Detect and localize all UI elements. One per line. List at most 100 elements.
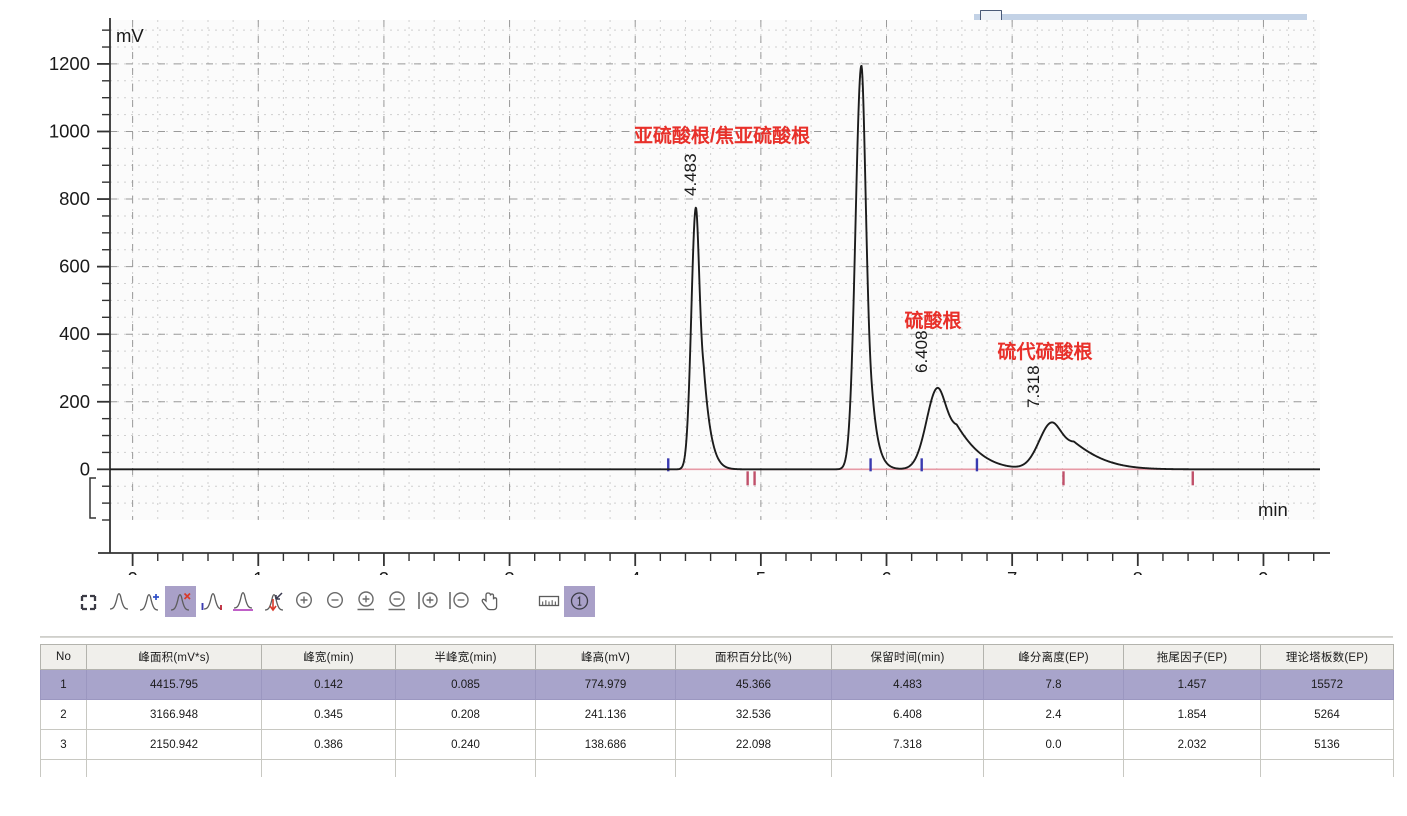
table-cell[interactable]: 7.8 xyxy=(983,669,1124,700)
magnifier-minus-bar-icon xyxy=(448,590,472,612)
table-cell[interactable]: 5136 xyxy=(1260,729,1394,760)
table-cell[interactable]: 241.136 xyxy=(535,699,676,730)
table-column-header[interactable]: 峰宽(min) xyxy=(261,644,396,670)
table-cell[interactable]: 774.979 xyxy=(535,669,676,700)
toolbar-button-zoom-out[interactable] xyxy=(320,586,351,617)
toolbar-button-zoom-out-y[interactable] xyxy=(444,586,475,617)
table-header-row: No 峰面积(mV*s) 峰宽(min) 半峰宽(min) 峰高(mV) 面积百分比(%)… xyxy=(40,644,1394,670)
grid-minor xyxy=(110,20,1320,520)
magnifier-minus-underline-icon xyxy=(386,590,410,612)
toolbar-button-peak-baseline[interactable] xyxy=(227,586,258,617)
toolbar-button-select-region[interactable] xyxy=(72,586,103,617)
peak-arrow-icon xyxy=(262,590,286,612)
toolbar-button-peak-split[interactable] xyxy=(196,586,227,617)
peak-results-table[interactable]: No 峰面积(mV*s) 峰宽(min) 半峰宽(min) 峰高(mV) 面积百分比(%)… xyxy=(40,644,1394,777)
table-column-header[interactable]: 峰高(mV) xyxy=(535,644,676,670)
table-cell[interactable]: 0.240 xyxy=(395,729,536,760)
svg-text:1000: 1000 xyxy=(49,120,90,141)
table-column-header[interactable]: 半峰宽(min) xyxy=(395,644,536,670)
chromatogram-svg[interactable]: 0 200 400 600 800 1000 1200 0 1 2 3 4 5 6 7 8 9 亚硫酸根/焦亚硫… xyxy=(0,0,1407,575)
table-column-header[interactable]: 拖尾因子(EP) xyxy=(1123,644,1261,670)
table-cell-empty xyxy=(1260,759,1394,777)
scrollbar-thumb[interactable] xyxy=(980,10,1002,22)
svg-text:0: 0 xyxy=(80,458,90,479)
peak-name-annotation: 硫代硫酸根 xyxy=(997,340,1092,363)
table-empty-row xyxy=(40,759,1394,777)
table-cell[interactable]: 0.085 xyxy=(395,669,536,700)
svg-text:1200: 1200 xyxy=(49,53,90,74)
table-cell[interactable]: 0.142 xyxy=(261,669,396,700)
svg-text:200: 200 xyxy=(59,391,90,412)
svg-text:5: 5 xyxy=(756,568,766,575)
table-column-header[interactable]: 理论塔板数(EP) xyxy=(1260,644,1394,670)
toolbar-button-pan-hand[interactable] xyxy=(475,586,506,617)
table-cell-empty xyxy=(261,759,396,777)
peak-retention-time-annotation: 4.483 xyxy=(681,153,700,196)
svg-text:0: 0 xyxy=(127,568,137,575)
peak-retention-time-annotation: 6.408 xyxy=(912,330,931,373)
chromatogram-plot[interactable]: 0 200 400 600 800 1000 1200 0 1 2 3 4 5 6 7 8 9 亚硫酸根/焦亚硫… xyxy=(0,0,1407,575)
table-column-header[interactable]: No xyxy=(40,644,87,670)
table-column-header[interactable]: 峰面积(mV*s) xyxy=(86,644,262,670)
toolbar-button-peak-arrow-edit[interactable] xyxy=(258,586,289,617)
circled-one-icon xyxy=(568,590,592,612)
table-cell[interactable]: 32.536 xyxy=(675,699,832,730)
chromatogram-toolbar[interactable] xyxy=(0,578,1407,624)
table-row[interactable]: 1 4415.795 0.142 0.085 774.979 45.366 4.483 7.8… xyxy=(40,669,1394,700)
table-cell[interactable]: 0.345 xyxy=(261,699,396,730)
toolbar-button-zoom-in-x[interactable] xyxy=(351,586,382,617)
magnifier-plus-icon xyxy=(293,590,317,612)
table-cell[interactable]: 1.457 xyxy=(1123,669,1261,700)
table-cell[interactable]: 5264 xyxy=(1260,699,1394,730)
table-cell-no[interactable]: 2 xyxy=(40,699,87,730)
table-cell[interactable]: 45.366 xyxy=(675,669,832,700)
table-cell[interactable]: 138.686 xyxy=(535,729,676,760)
table-cell[interactable]: 6.408 xyxy=(831,699,984,730)
svg-text:7: 7 xyxy=(1007,568,1017,575)
hand-pointer-icon xyxy=(479,590,503,612)
toolbar-button-peak-delete[interactable] xyxy=(165,585,196,617)
table-cell[interactable]: 4.483 xyxy=(831,669,984,700)
table-column-header[interactable]: 峰分离度(EP) xyxy=(983,644,1124,670)
toolbar-button-peak-add[interactable] xyxy=(134,586,165,617)
table-cell[interactable]: 4415.795 xyxy=(86,669,262,700)
peak-name-annotation: 硫酸根 xyxy=(904,309,961,332)
table-cell[interactable]: 2150.942 xyxy=(86,729,262,760)
table-cell[interactable]: 22.098 xyxy=(675,729,832,760)
peak-results-panel[interactable]: No 峰面积(mV*s) 峰宽(min) 半峰宽(min) 峰高(mV) 面积百分比(%)… xyxy=(40,644,1394,777)
table-column-header[interactable]: 保留时间(min) xyxy=(831,644,984,670)
ruler-icon xyxy=(537,590,561,612)
table-cell-empty xyxy=(831,759,984,777)
toolbar-button-ruler[interactable] xyxy=(533,586,564,617)
table-cell[interactable]: 15572 xyxy=(1260,669,1394,700)
table-cell[interactable]: 2.4 xyxy=(983,699,1124,730)
toolbar-button-zoom-out-x[interactable] xyxy=(382,586,413,617)
four-corners-select-icon xyxy=(76,590,100,612)
magnifier-plus-bar-icon xyxy=(417,590,441,612)
peak-cross-icon xyxy=(169,590,193,612)
table-cell[interactable]: 0.208 xyxy=(395,699,536,730)
table-cell-no[interactable]: 1 xyxy=(40,669,87,700)
table-cell[interactable]: 3166.948 xyxy=(86,699,262,730)
table-divider xyxy=(40,636,1393,638)
toolbar-button-zoom-in-y[interactable] xyxy=(413,586,444,617)
toolbar-button-peak-view[interactable] xyxy=(103,586,134,617)
toolbar-button-zoom-in[interactable] xyxy=(289,586,320,617)
toolbar-row xyxy=(0,578,1407,624)
table-cell[interactable]: 7.318 xyxy=(831,729,984,760)
peak-boundary-markers xyxy=(667,458,1194,486)
table-cell[interactable]: 1.854 xyxy=(1123,699,1261,730)
table-cell[interactable]: 0.386 xyxy=(261,729,396,760)
table-row[interactable]: 2 3166.948 0.345 0.208 241.136 32.536 6.408 2.4… xyxy=(40,699,1394,730)
svg-text:2: 2 xyxy=(379,568,389,575)
table-row[interactable]: 3 2150.942 0.386 0.240 138.686 22.098 7.318 0.0… xyxy=(40,729,1394,760)
table-cell[interactable]: 2.032 xyxy=(1123,729,1261,760)
magnifier-minus-icon xyxy=(324,590,348,612)
peak-plus-icon xyxy=(138,590,162,612)
table-column-header[interactable]: 面积百分比(%) xyxy=(675,644,832,670)
peak-name-annotation: 亚硫酸根/焦亚硫酸根 xyxy=(634,124,810,147)
table-cell-no[interactable]: 3 xyxy=(40,729,87,760)
svg-text:600: 600 xyxy=(59,256,90,277)
toolbar-button-channel-one[interactable] xyxy=(564,585,595,617)
table-cell[interactable]: 0.0 xyxy=(983,729,1124,760)
